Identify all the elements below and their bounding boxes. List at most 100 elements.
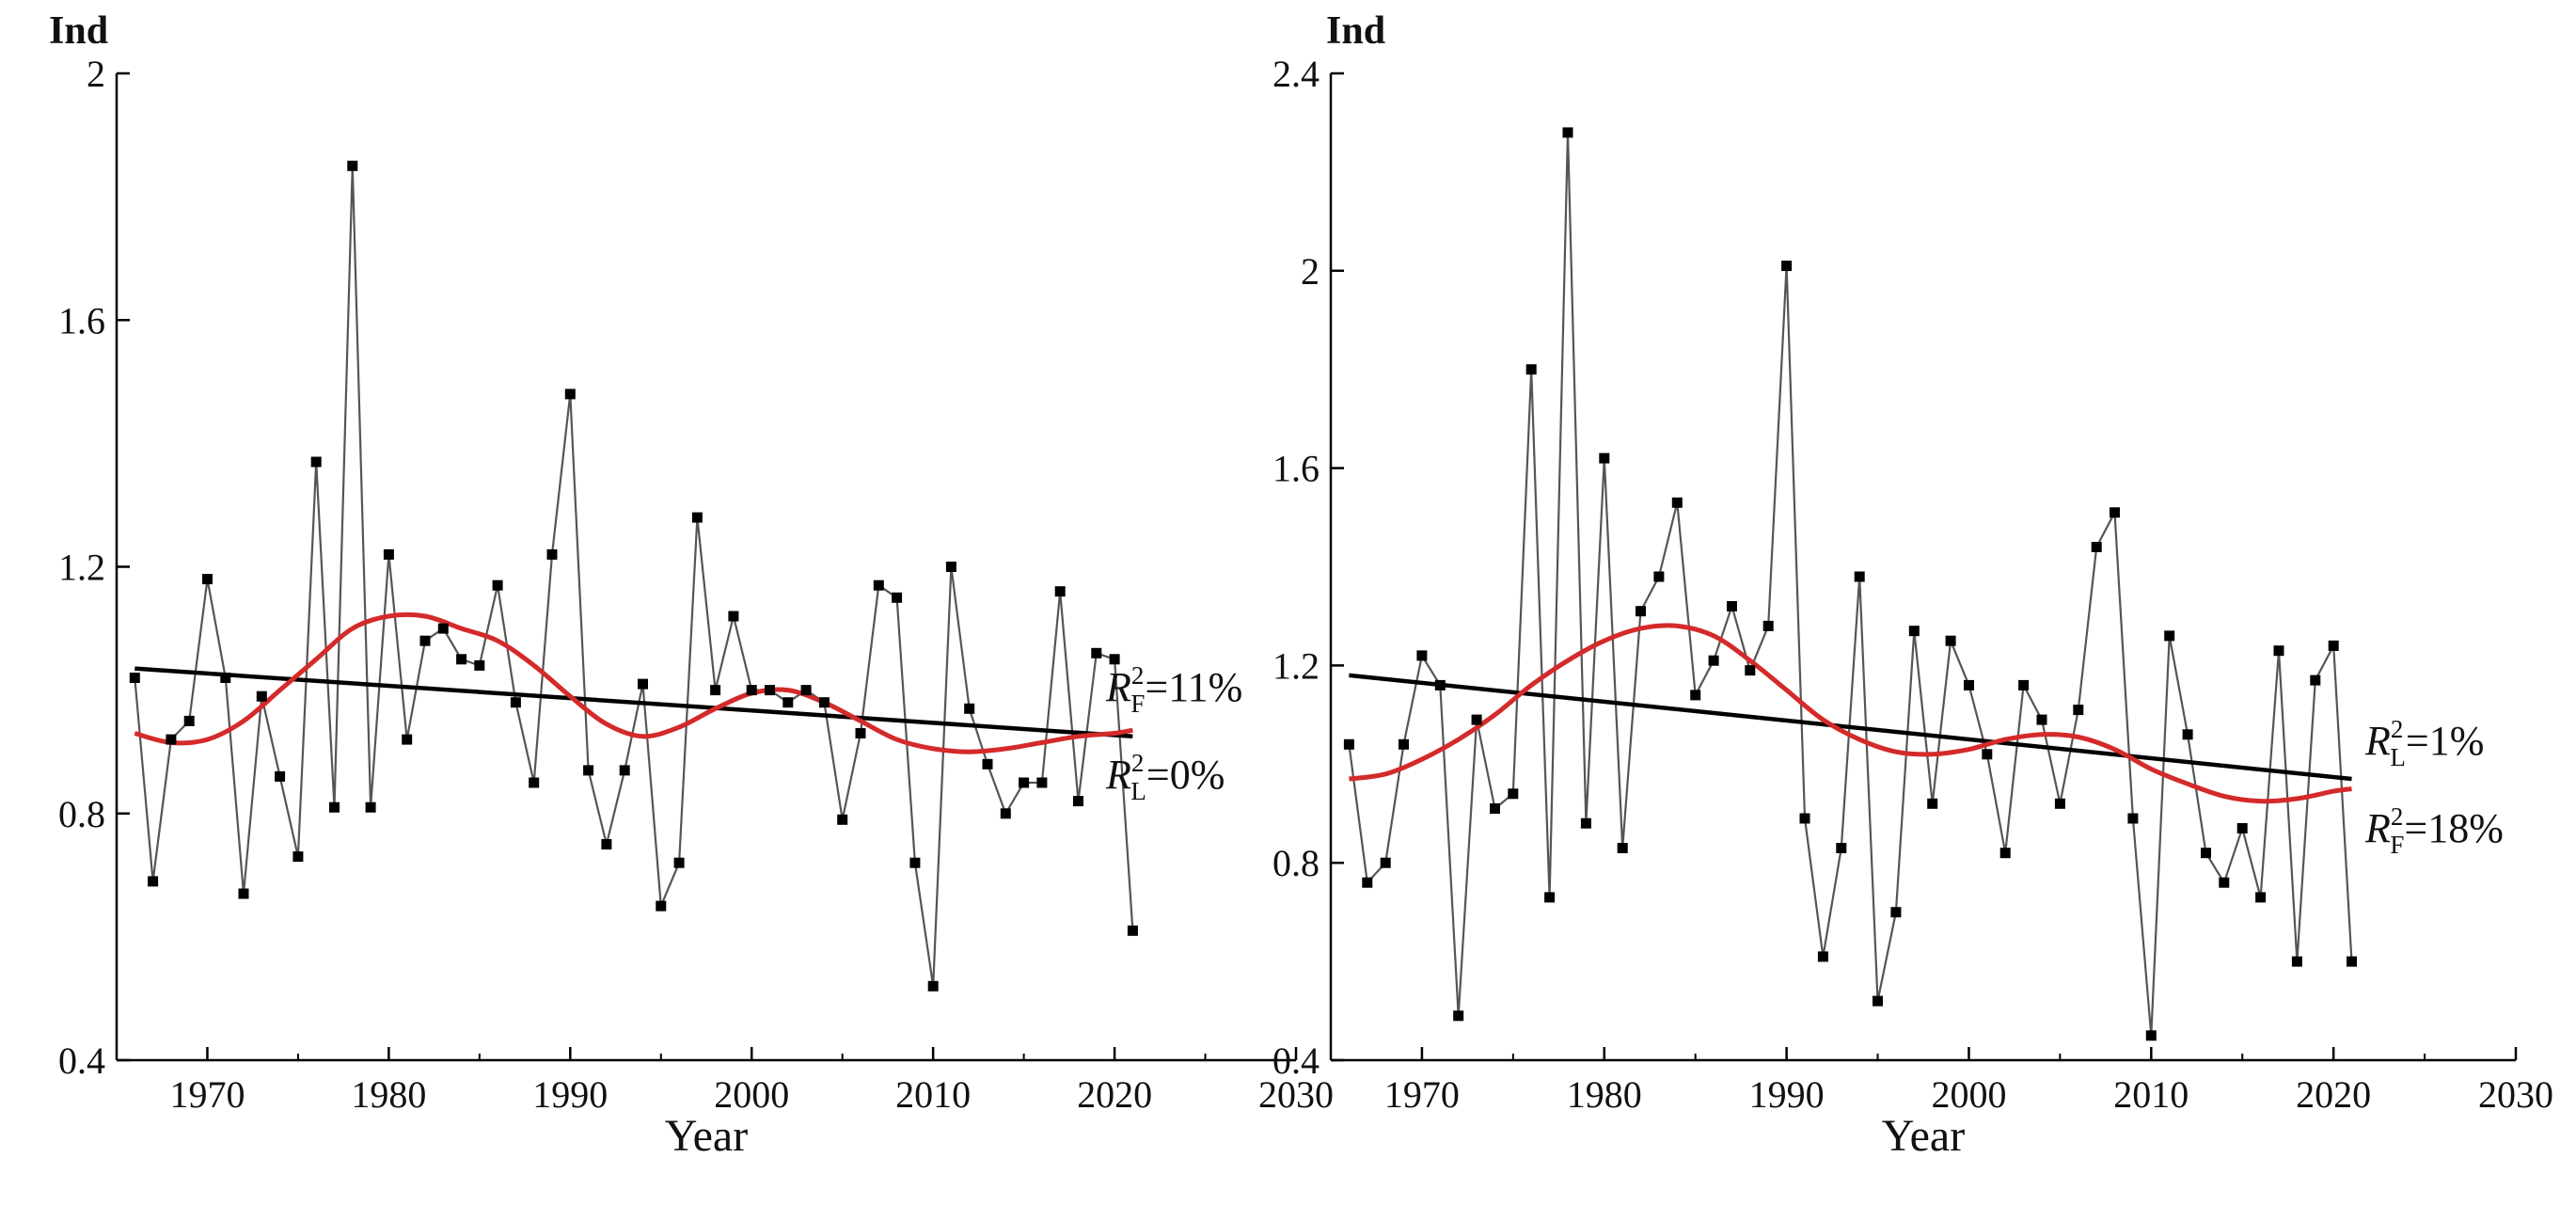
data-point	[837, 814, 848, 825]
data-point	[129, 673, 140, 683]
data-point	[256, 690, 267, 702]
data-point	[1617, 843, 1628, 853]
annotation-prefix: R	[1105, 752, 1131, 798]
data-point	[1109, 654, 1120, 665]
y-tick-label: 0.8	[58, 793, 105, 835]
data-point	[1927, 798, 1938, 809]
x-axis-title: Year	[1882, 1111, 1965, 1161]
data-point	[1508, 788, 1519, 800]
data-point	[1817, 951, 1828, 962]
y-tick-label: 2	[1301, 250, 1320, 293]
data-point	[855, 728, 866, 738]
data-point	[728, 611, 739, 622]
data-point	[1690, 690, 1701, 701]
y-tick-label: 0.4	[1272, 1039, 1320, 1082]
data-point	[2054, 798, 2065, 809]
annotation-value: =18%	[2404, 805, 2503, 851]
data-point	[800, 685, 812, 696]
annotation-r2f: R2 F=18%	[2364, 802, 2504, 859]
data-point	[2255, 892, 2267, 903]
data-point	[1653, 571, 1665, 582]
y-axis-title: Ind	[49, 9, 108, 53]
y-tick-label: 2.4	[1272, 53, 1320, 95]
data-point	[1525, 364, 1537, 375]
x-tick-label: 1970	[1384, 1073, 1460, 1116]
annotation-sup: 2	[1131, 661, 1145, 690]
x-tick-label: 1980	[351, 1073, 426, 1116]
annotation-prefix: R	[2364, 718, 2391, 764]
annotation-sup: 2	[2391, 715, 2404, 743]
data-point	[419, 635, 431, 646]
data-point	[1036, 777, 1048, 788]
data-point	[546, 548, 558, 560]
data-point	[2073, 705, 2084, 716]
annotation-value: =1%	[2406, 718, 2484, 764]
x-tick-label: 2020	[2296, 1073, 2371, 1116]
data-point	[402, 734, 413, 745]
data-point	[1799, 813, 1810, 824]
data-point	[1490, 803, 1500, 814]
data-point	[510, 697, 521, 708]
polynomial-fit-curve	[1349, 623, 2352, 804]
data-point	[166, 734, 177, 745]
data-point	[1343, 738, 1354, 750]
data-point	[1127, 925, 1138, 936]
data-point	[148, 876, 159, 887]
x-tick-label: 1990	[532, 1073, 608, 1116]
data-point	[746, 685, 757, 696]
data-point	[1964, 679, 1974, 690]
data-point	[329, 801, 340, 813]
y-tick-label: 1.6	[1272, 448, 1320, 490]
data-point	[673, 857, 685, 868]
linear-trend-line	[1349, 673, 2352, 782]
data-point	[1054, 586, 1066, 597]
data-point	[1434, 679, 1446, 690]
data-point	[492, 579, 503, 591]
data-point	[1471, 714, 1482, 725]
data-point	[1019, 777, 1030, 788]
annotation-sub: L	[1130, 777, 1146, 805]
data-point	[2182, 729, 2193, 740]
data-point	[892, 592, 903, 603]
data-point	[437, 623, 449, 634]
data-point	[1091, 647, 1102, 659]
data-point	[1999, 848, 2011, 859]
observed-series-line	[134, 166, 1134, 987]
data-point	[2273, 645, 2284, 657]
annotation-value: =11%	[1145, 664, 1242, 710]
data-point	[2091, 542, 2102, 552]
data-point	[1945, 635, 1956, 646]
data-point	[2036, 714, 2047, 725]
data-point	[1562, 127, 1573, 138]
data-point	[2310, 674, 2321, 686]
polynomial-fit-curve	[134, 611, 1133, 754]
data-point	[927, 980, 939, 992]
data-point	[601, 839, 612, 849]
y-tick-label: 2	[87, 53, 105, 95]
data-point	[1708, 655, 1719, 666]
data-point	[2145, 1030, 2157, 1041]
data-point	[982, 758, 993, 770]
data-point	[1727, 601, 1737, 611]
data-point	[1781, 261, 1793, 272]
data-point	[1982, 749, 1993, 760]
data-point	[1580, 817, 1591, 829]
data-point	[2164, 630, 2175, 642]
annotation-value: =0%	[1146, 752, 1225, 798]
x-tick-label: 2020	[1077, 1073, 1152, 1116]
data-point	[1599, 452, 1610, 464]
data-point	[1836, 843, 1847, 853]
observed-series-line	[1348, 132, 2353, 1036]
y-tick-label: 1.2	[58, 547, 105, 589]
annotation-sub: F	[1130, 690, 1145, 718]
x-axis-title: Year	[665, 1111, 748, 1161]
data-point	[1671, 497, 1683, 508]
data-point	[456, 654, 467, 665]
data-point	[2219, 877, 2230, 888]
data-point	[583, 765, 594, 776]
data-point	[365, 801, 376, 813]
data-point	[238, 888, 249, 899]
x-tick-label: 2030	[2478, 1073, 2553, 1116]
data-point	[1380, 857, 1391, 868]
